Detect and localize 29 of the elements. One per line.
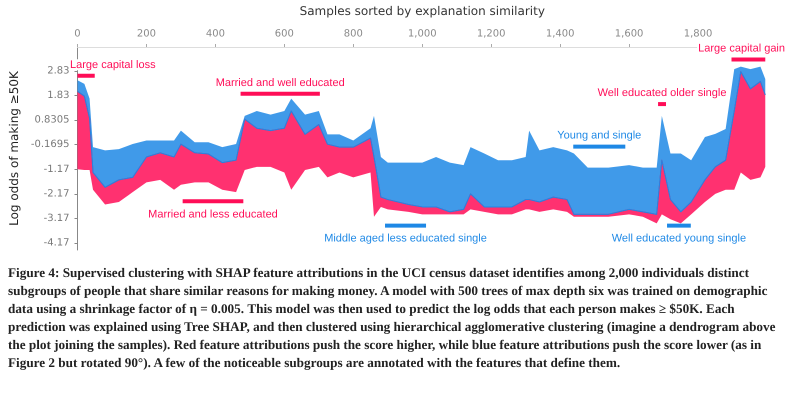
y-tick-label: 0.8305 bbox=[34, 114, 70, 126]
x-tick-label: 800 bbox=[344, 28, 363, 40]
x-tick-label: 1,800 bbox=[684, 28, 712, 40]
y-tick-label: -2.17 bbox=[44, 188, 70, 200]
series-label: Middle aged less educated single bbox=[324, 232, 487, 245]
series-label: Well educated young single bbox=[612, 232, 746, 245]
x-tick-label: 1,400 bbox=[546, 28, 574, 40]
y-tick-label: -3.17 bbox=[44, 213, 70, 224]
y-tick-label: 2.83 bbox=[47, 65, 70, 76]
series-label: Married and well educated bbox=[216, 76, 345, 89]
x-tick-label: 1,600 bbox=[614, 28, 644, 40]
x-tick-label: 400 bbox=[206, 28, 225, 40]
series-label: Large capital gain bbox=[698, 42, 785, 55]
series-label: Large capital loss bbox=[70, 58, 156, 71]
series-label: Well educated older single bbox=[598, 87, 726, 100]
y-tick-label: -0.1695 bbox=[30, 139, 70, 150]
x-tick-label: 600 bbox=[274, 28, 294, 40]
y-tick-label: 1.83 bbox=[47, 90, 70, 101]
x-tick-label: 1,000 bbox=[408, 28, 437, 40]
series-label: Young and single bbox=[557, 130, 642, 142]
x-axis-title: Samples sorted by explanation similarity bbox=[300, 4, 545, 18]
series-label: Married and less educated bbox=[148, 208, 278, 220]
x-tick-label: 1,200 bbox=[476, 28, 506, 40]
y-tick-label: -4.17 bbox=[44, 238, 70, 249]
y-tick-label: -1.17 bbox=[44, 164, 70, 175]
x-tick-label: 0 bbox=[74, 28, 81, 40]
x-tick-label: 200 bbox=[136, 28, 156, 40]
y-axis-title: Log odds of making ≥50K bbox=[7, 70, 21, 226]
caption: Figure 4: Supervised clustering with SHAP feature attributions in the UCI census dataset identifies among 2,000 individuals distinct subgroups of people that share similar reasons for making money. A model with 500 trees of max depth six was trained on demographic data using a shrinkage factor of η = 0.005. This model was then used to predict the log odds that each person makes ≥ $50K. Each prediction was explained using Tree SHAP, and then clustered using hierarchical agglomerative clustering (imagine a dendrogram above the plot joining the samples). Red feature attributions push the score higher, while blue feature attributions push the score lower (as in Figure 2 but rotated 90°). A few of the noticeable subgroups are annotated with the features that define them. bbox=[8, 264, 776, 372]
